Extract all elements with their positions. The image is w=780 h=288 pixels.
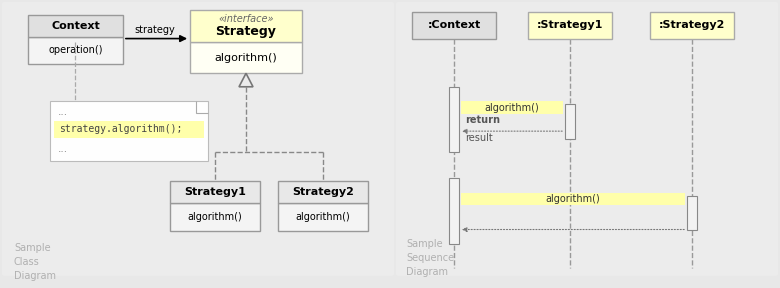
FancyBboxPatch shape: [396, 2, 778, 276]
Text: Sample
Class
Diagram: Sample Class Diagram: [14, 243, 56, 281]
Text: :Strategy2: :Strategy2: [659, 20, 725, 30]
Text: return: return: [465, 115, 500, 125]
Bar: [50, 101, 208, 161]
Bar: [449, 87, 459, 152]
Bar: [278, 181, 368, 202]
Text: Context: Context: [51, 21, 100, 31]
Bar: [528, 12, 612, 39]
Text: strategy: strategy: [135, 25, 176, 35]
Bar: [461, 101, 563, 114]
Text: Strategy: Strategy: [215, 25, 276, 38]
Bar: [461, 193, 685, 205]
Text: algorithm(): algorithm(): [215, 53, 278, 63]
Bar: [190, 42, 302, 73]
Bar: [170, 181, 260, 202]
Text: Strategy2: Strategy2: [292, 187, 354, 197]
Bar: [28, 37, 123, 64]
Text: «interface»: «interface»: [218, 14, 274, 24]
Bar: [28, 16, 123, 37]
Bar: [278, 202, 368, 232]
Text: algorithm(): algorithm(): [484, 103, 540, 113]
Text: strategy.algorithm();: strategy.algorithm();: [59, 124, 183, 134]
Text: result: result: [465, 133, 493, 143]
Bar: [190, 10, 302, 42]
Text: ...: ...: [58, 145, 68, 154]
Bar: [170, 202, 260, 232]
Text: algorithm(): algorithm(): [188, 212, 243, 222]
Text: :Context: :Context: [427, 20, 480, 30]
Text: ...: ...: [58, 107, 68, 117]
Text: algorithm(): algorithm(): [546, 194, 601, 204]
Text: Sample
Sequence
Diagram: Sample Sequence Diagram: [406, 239, 454, 277]
Bar: [54, 121, 204, 138]
Text: Strategy1: Strategy1: [184, 187, 246, 197]
Bar: [650, 12, 734, 39]
Bar: [565, 104, 575, 139]
Bar: [412, 12, 496, 39]
Text: :Strategy1: :Strategy1: [537, 20, 603, 30]
Text: operation(): operation(): [48, 45, 103, 55]
Bar: [449, 178, 459, 244]
FancyBboxPatch shape: [2, 2, 394, 276]
Bar: [687, 196, 697, 230]
Text: algorithm(): algorithm(): [296, 212, 350, 222]
